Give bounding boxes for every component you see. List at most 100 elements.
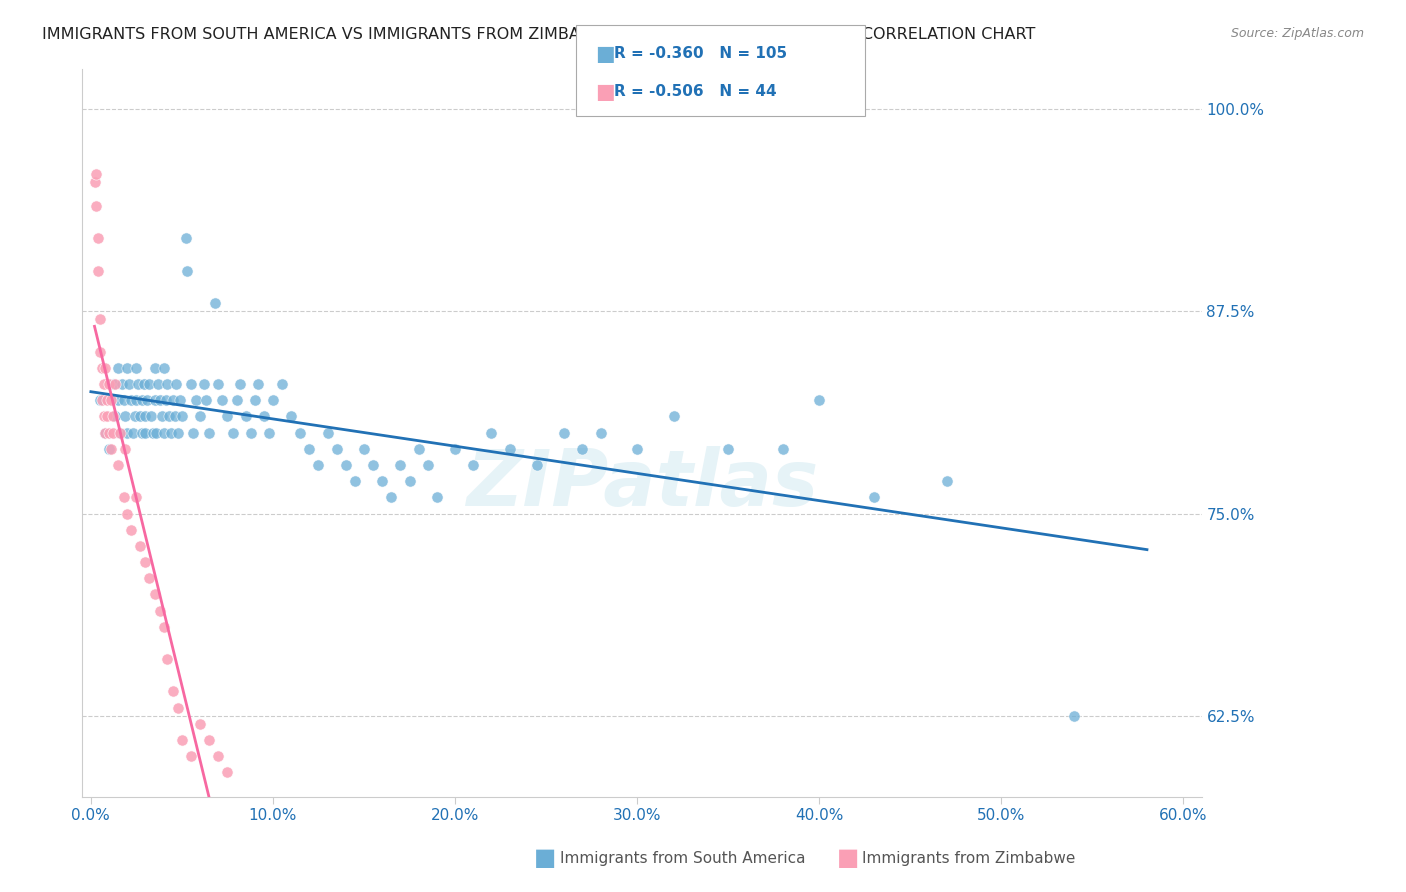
Point xyxy=(131,425,153,440)
Point xyxy=(125,360,148,375)
Point xyxy=(160,425,183,440)
Point xyxy=(361,458,384,472)
Point xyxy=(157,409,180,424)
Point xyxy=(262,393,284,408)
Point xyxy=(138,571,160,585)
Point xyxy=(120,523,142,537)
Text: ■: ■ xyxy=(595,44,614,63)
Point xyxy=(117,507,139,521)
Point xyxy=(131,393,153,408)
Point xyxy=(143,587,166,601)
Point xyxy=(132,377,155,392)
Point xyxy=(240,425,263,440)
Point xyxy=(114,442,136,456)
Point xyxy=(463,458,485,472)
Point xyxy=(188,717,211,731)
Text: IMMIGRANTS FROM SOUTH AMERICA VS IMMIGRANTS FROM ZIMBABWE IN LABOR FORCE | AGE 2: IMMIGRANTS FROM SOUTH AMERICA VS IMMIGRA… xyxy=(42,27,1036,43)
Point xyxy=(204,296,226,310)
Point xyxy=(253,409,276,424)
Point xyxy=(152,620,174,634)
Point xyxy=(222,425,245,440)
Point xyxy=(1063,708,1085,723)
Point xyxy=(225,393,247,408)
Point xyxy=(316,425,339,440)
Point xyxy=(308,458,330,472)
Point xyxy=(335,458,357,472)
Point xyxy=(117,360,139,375)
Point xyxy=(176,264,198,278)
Point xyxy=(389,458,412,472)
Point xyxy=(87,264,110,278)
Point xyxy=(167,700,190,714)
Point xyxy=(89,393,111,408)
Text: Immigrants from South America: Immigrants from South America xyxy=(560,851,806,865)
Point xyxy=(108,425,131,440)
Point xyxy=(117,425,139,440)
Point xyxy=(156,377,179,392)
Text: R = -0.506   N = 44: R = -0.506 N = 44 xyxy=(614,85,778,99)
Point xyxy=(211,393,233,408)
Point xyxy=(181,425,204,440)
Point xyxy=(83,175,105,189)
Point xyxy=(280,409,302,424)
Point xyxy=(371,474,394,488)
Point xyxy=(259,425,281,440)
Point xyxy=(143,393,166,408)
Point xyxy=(139,409,162,424)
Point xyxy=(170,409,193,424)
Point xyxy=(107,393,129,408)
Point xyxy=(118,377,141,392)
Point xyxy=(271,377,294,392)
Point xyxy=(207,377,229,392)
Text: ■: ■ xyxy=(837,847,859,870)
Point xyxy=(155,393,177,408)
Point xyxy=(125,491,148,505)
Point xyxy=(114,409,136,424)
Point xyxy=(156,652,179,666)
Point xyxy=(98,377,121,392)
Point xyxy=(162,684,184,698)
Point xyxy=(198,733,221,747)
Point xyxy=(247,377,270,392)
Point xyxy=(498,442,520,456)
Point xyxy=(107,360,129,375)
Point xyxy=(94,360,117,375)
Point xyxy=(111,377,134,392)
Point xyxy=(94,425,117,440)
Point xyxy=(86,167,108,181)
Point xyxy=(426,491,449,505)
Point xyxy=(167,425,190,440)
Text: ZIPatlas: ZIPatlas xyxy=(465,446,818,522)
Point xyxy=(89,312,111,326)
Point xyxy=(290,425,312,440)
Point xyxy=(112,393,135,408)
Point xyxy=(134,425,156,440)
Point xyxy=(170,733,193,747)
Point xyxy=(108,425,131,440)
Point xyxy=(136,393,159,408)
Text: R = -0.360   N = 105: R = -0.360 N = 105 xyxy=(614,46,787,61)
Text: ■: ■ xyxy=(595,82,614,102)
Point xyxy=(174,231,197,245)
Point xyxy=(148,377,170,392)
Point xyxy=(186,393,208,408)
Point xyxy=(207,749,229,764)
Point xyxy=(717,442,740,456)
Point xyxy=(87,231,110,245)
Point xyxy=(101,377,124,392)
Point xyxy=(90,393,112,408)
Point xyxy=(180,377,202,392)
Point xyxy=(101,409,124,424)
Point xyxy=(125,393,148,408)
Point xyxy=(100,393,122,408)
Point xyxy=(120,393,142,408)
Point xyxy=(134,555,156,569)
Point xyxy=(142,425,165,440)
Point xyxy=(93,409,115,424)
Point xyxy=(626,442,648,456)
Point xyxy=(235,409,257,424)
Text: ■: ■ xyxy=(534,847,557,870)
Point xyxy=(93,377,115,392)
Point xyxy=(143,360,166,375)
Point xyxy=(129,539,152,553)
